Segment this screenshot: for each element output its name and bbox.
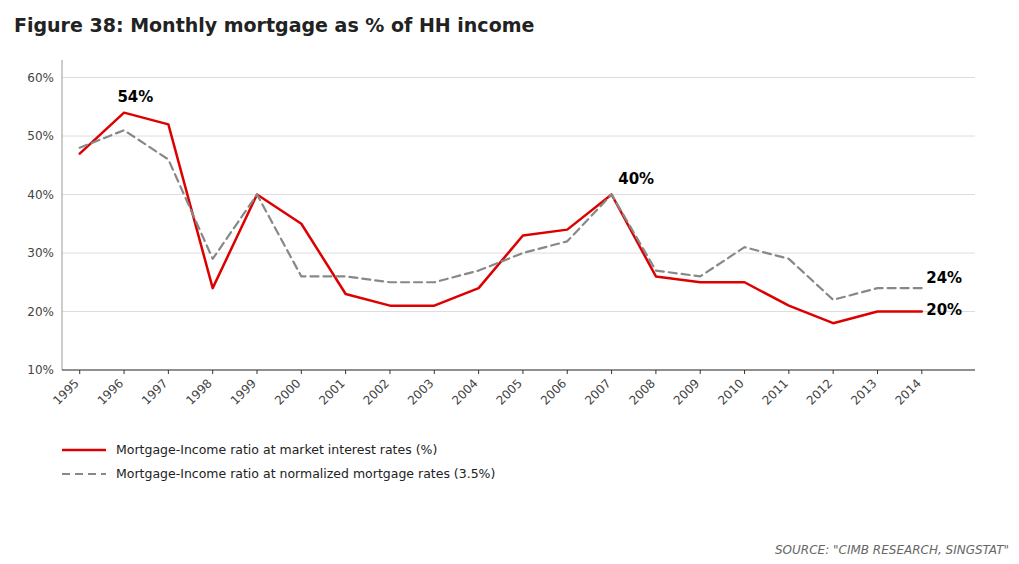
x-tick: [700, 370, 701, 374]
series-line: [80, 130, 922, 300]
x-tick: [478, 370, 479, 374]
x-tick-label: 2000: [272, 376, 303, 407]
x-tick-label: 2014: [892, 376, 923, 407]
x-tick: [611, 370, 612, 374]
x-tick: [345, 370, 346, 374]
x-tick: [522, 370, 523, 374]
x-axis-line: [62, 370, 975, 371]
x-tick: [833, 370, 834, 374]
plot-area: [80, 113, 922, 324]
x-tick: [212, 370, 213, 374]
y-tick-label: 40%: [27, 188, 54, 202]
series-line: [80, 113, 922, 324]
x-tick: [921, 370, 922, 374]
x-tick-label: 2002: [361, 376, 392, 407]
y-tick-label: 10%: [27, 363, 54, 377]
x-tick-label: 2001: [316, 376, 347, 407]
x-tick-label: 2013: [848, 376, 879, 407]
x-tick-label: 1996: [95, 376, 126, 407]
grid-line: [62, 136, 975, 137]
x-tick: [744, 370, 745, 374]
annotation: 54%: [117, 88, 153, 106]
chart: Figure 38: Monthly mortgage as % of HH i…: [0, 0, 1019, 564]
legend-swatch: [62, 449, 106, 452]
annotation: 40%: [618, 170, 654, 188]
x-tick-label: 2004: [449, 376, 480, 407]
annotation: 20%: [926, 301, 962, 319]
x-tick: [257, 370, 258, 374]
x-tick: [389, 370, 390, 374]
x-tick: [788, 370, 789, 374]
grid-line: [62, 194, 975, 195]
annotation: 24%: [926, 269, 962, 287]
grid-line: [62, 311, 975, 312]
legend-swatch: [62, 473, 106, 475]
grid-line: [62, 370, 975, 371]
y-tick-label: 50%: [27, 129, 54, 143]
x-tick: [655, 370, 656, 374]
x-tick: [79, 370, 80, 374]
x-tick-label: 2005: [494, 376, 525, 407]
x-tick-label: 1995: [50, 376, 81, 407]
x-tick: [567, 370, 568, 374]
x-tick-label: 2007: [582, 376, 613, 407]
grid-line: [62, 253, 975, 254]
x-tick-label: 1997: [139, 376, 170, 407]
x-tick: [301, 370, 302, 374]
x-tick-label: 2009: [671, 376, 702, 407]
x-tick: [124, 370, 125, 374]
y-tick-label: 30%: [27, 246, 54, 260]
x-tick-label: 2008: [627, 376, 658, 407]
x-tick: [168, 370, 169, 374]
grid-line: [62, 77, 975, 78]
x-tick-label: 2011: [759, 376, 790, 407]
x-tick: [434, 370, 435, 374]
title: Figure 38: Monthly mortgage as % of HH i…: [14, 14, 534, 36]
x-tick-label: 2006: [538, 376, 569, 407]
legend-label: Mortgage-Income ratio at normalized mort…: [116, 466, 495, 481]
x-tick: [877, 370, 878, 374]
x-tick-label: 2012: [804, 376, 835, 407]
x-tick-label: 2003: [405, 376, 436, 407]
x-tick-label: 1998: [183, 376, 214, 407]
x-tick-label: 2010: [715, 376, 746, 407]
y-tick-label: 20%: [27, 305, 54, 319]
source: SOURCE: "CIMB RESEARCH, SINGSTAT": [775, 543, 1009, 557]
x-tick-label: 1999: [228, 376, 259, 407]
y-tick-label: 60%: [27, 71, 54, 85]
legend-label: Mortgage-Income ratio at market interest…: [116, 442, 437, 457]
y-axis-line: [62, 60, 63, 370]
